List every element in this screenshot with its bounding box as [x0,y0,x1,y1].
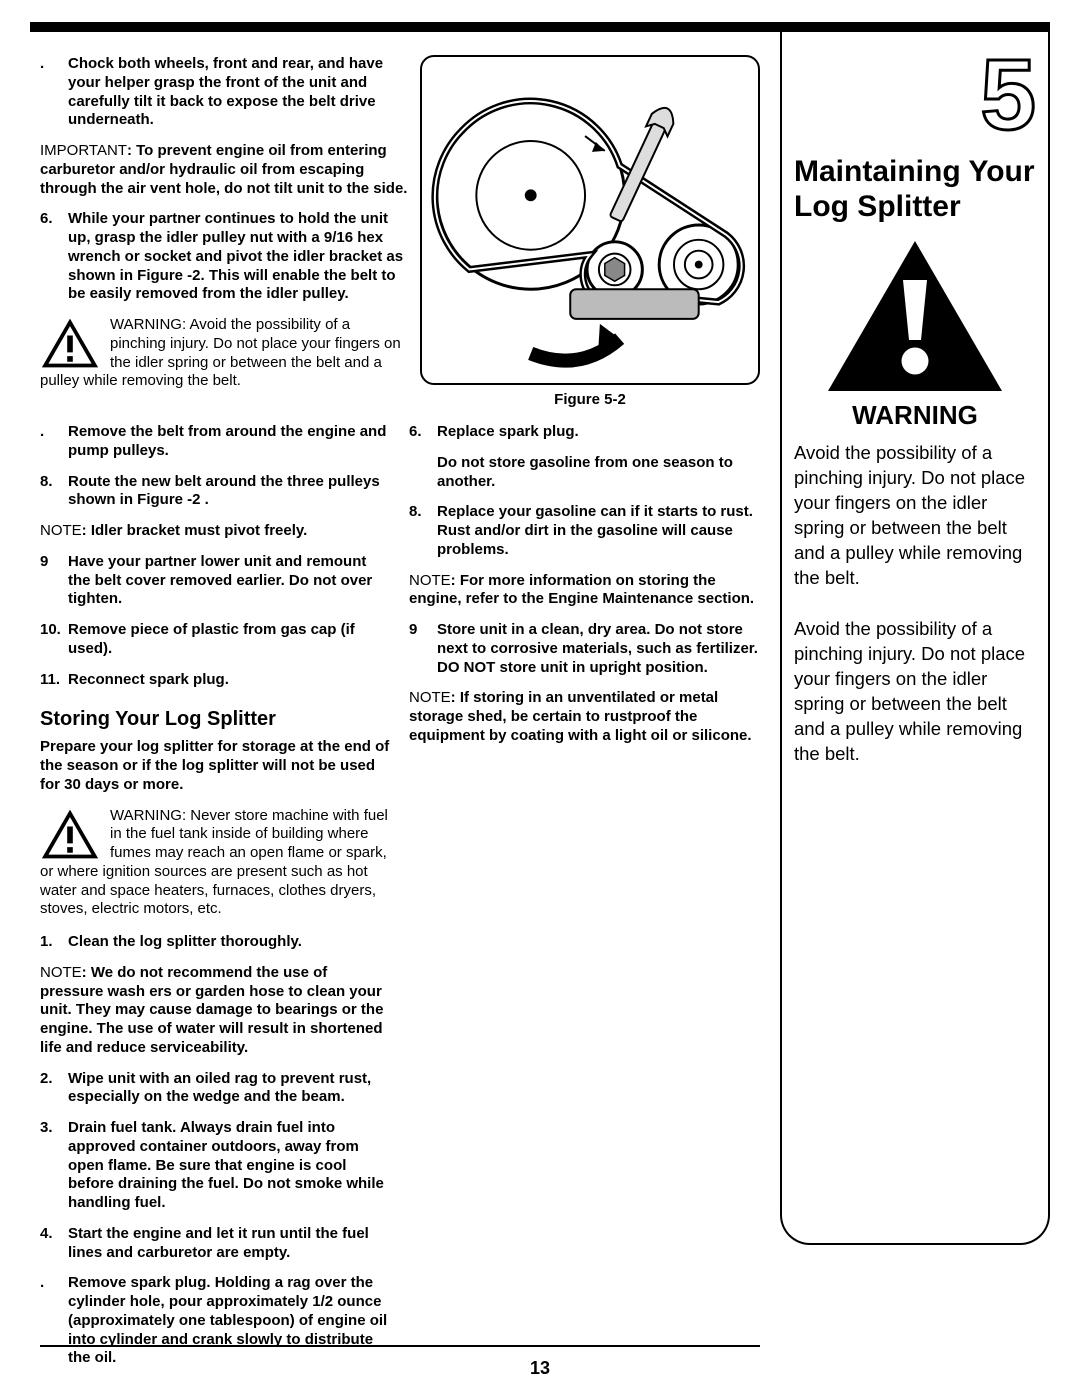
text: Wipe unit with an oiled rag to prevent r… [68,1070,371,1106]
sidebar-warning-2: Avoid the possibility of a pinching inju… [794,617,1036,767]
storing-intro: Prepare your log splitter for storage at… [40,738,391,794]
note-engine-maint: NOTE: For more information on storing th… [409,572,760,610]
storing-item-2: 2.Wipe unit with an oiled rag to prevent… [40,1070,391,1108]
storing-gasoline: Do not store gasoline from one season to… [409,454,760,492]
storing-item-4: 4.Start the engine and let it run until … [40,1225,391,1263]
note-rustproof: NOTE: If storing in an unventilated or m… [409,689,760,745]
note-pressure-wash: NOTE: We do not recommend the use of pre… [40,964,391,1058]
storing-item-3: 3.Drain fuel tank. Always drain fuel int… [40,1119,391,1213]
text: Remove the belt from around the engine a… [68,423,386,459]
bottom-rule [40,1345,760,1347]
chapter-title: Maintaining Your Log Splitter [794,155,1036,224]
storing-item-6: 6.Replace spark plug. [409,423,760,442]
text: Remove spark plug. Holding a rag over th… [68,1274,387,1366]
text: Replace your gasoline can if it starts t… [437,503,753,558]
sidebar-warning-1: Avoid the possibility of a pinching inju… [794,441,1036,591]
sidebar: 5 Maintaining Your Log Splitter WARNING … [780,25,1050,1245]
text: Route the new belt around the three pull… [68,473,380,509]
heading-storing: Storing Your Log Splitter [40,707,391,732]
warning-pinching: WARNING: Avoid the possibility of a pinc… [40,316,410,391]
list-item-10: 10.Remove piece of plastic from gas cap … [40,621,391,659]
storing-item-sparkplug: Remove spark plug. Holding a rag over th… [40,1274,391,1368]
chapter-number: 5 [794,45,1036,145]
figure-caption: Figure 5-2 [420,391,760,410]
note-idler: NOTE: Idler bracket must pivot freely. [40,522,391,541]
text: While your partner continues to hold the… [68,210,403,302]
text: Have your partner lower unit and remount… [68,553,372,608]
text: Store unit in a clean, dry area. Do not … [437,621,758,676]
text: Remove piece of plastic from gas cap (if… [68,621,355,657]
list-item-6: 6.While your partner continues to hold t… [40,210,760,304]
label: IMPORTANT [40,142,127,159]
label: WARNING [110,316,182,333]
text: Start the engine and let it run until th… [68,1225,369,1261]
text: Chock both wheels, front and rear, and h… [68,55,383,128]
storing-item-8: 8.Replace your gasoline can if it starts… [409,503,760,559]
warning-icon [40,807,100,861]
warning-icon [40,316,100,370]
storing-item-1: 1.Clean the log splitter thoroughly. [40,933,391,952]
page-number: 13 [0,1358,1080,1379]
text: Reconnect spark plug. [68,671,229,688]
label: WARNING [110,807,182,824]
text: Replace spark plug. [437,423,579,440]
warning-label: WARNING [794,400,1036,431]
list-item-remove-belt: Remove the belt from around the engine a… [40,423,391,461]
list-item-11: 11.Reconnect spark plug. [40,671,391,690]
list-item-9: 9Have your partner lower unit and remoun… [40,553,391,609]
text: Clean the log splitter thoroughly. [68,933,302,950]
two-column-body: Remove the belt from around the engine a… [40,423,760,1383]
main-content: Figure 5-2 Chock both wheels, front and … [40,55,760,1383]
storing-item-9: 9Store unit in a clean, dry area. Do not… [409,621,760,677]
list-item-chock: Chock both wheels, front and rear, and h… [40,55,760,130]
text: Drain fuel tank. Always drain fuel into … [68,1119,384,1211]
warning-icon [825,238,1005,394]
warning-storage: WARNING: Never store machine with fuel i… [40,807,391,920]
list-item-8: 8.Route the new belt around the three pu… [40,473,391,511]
